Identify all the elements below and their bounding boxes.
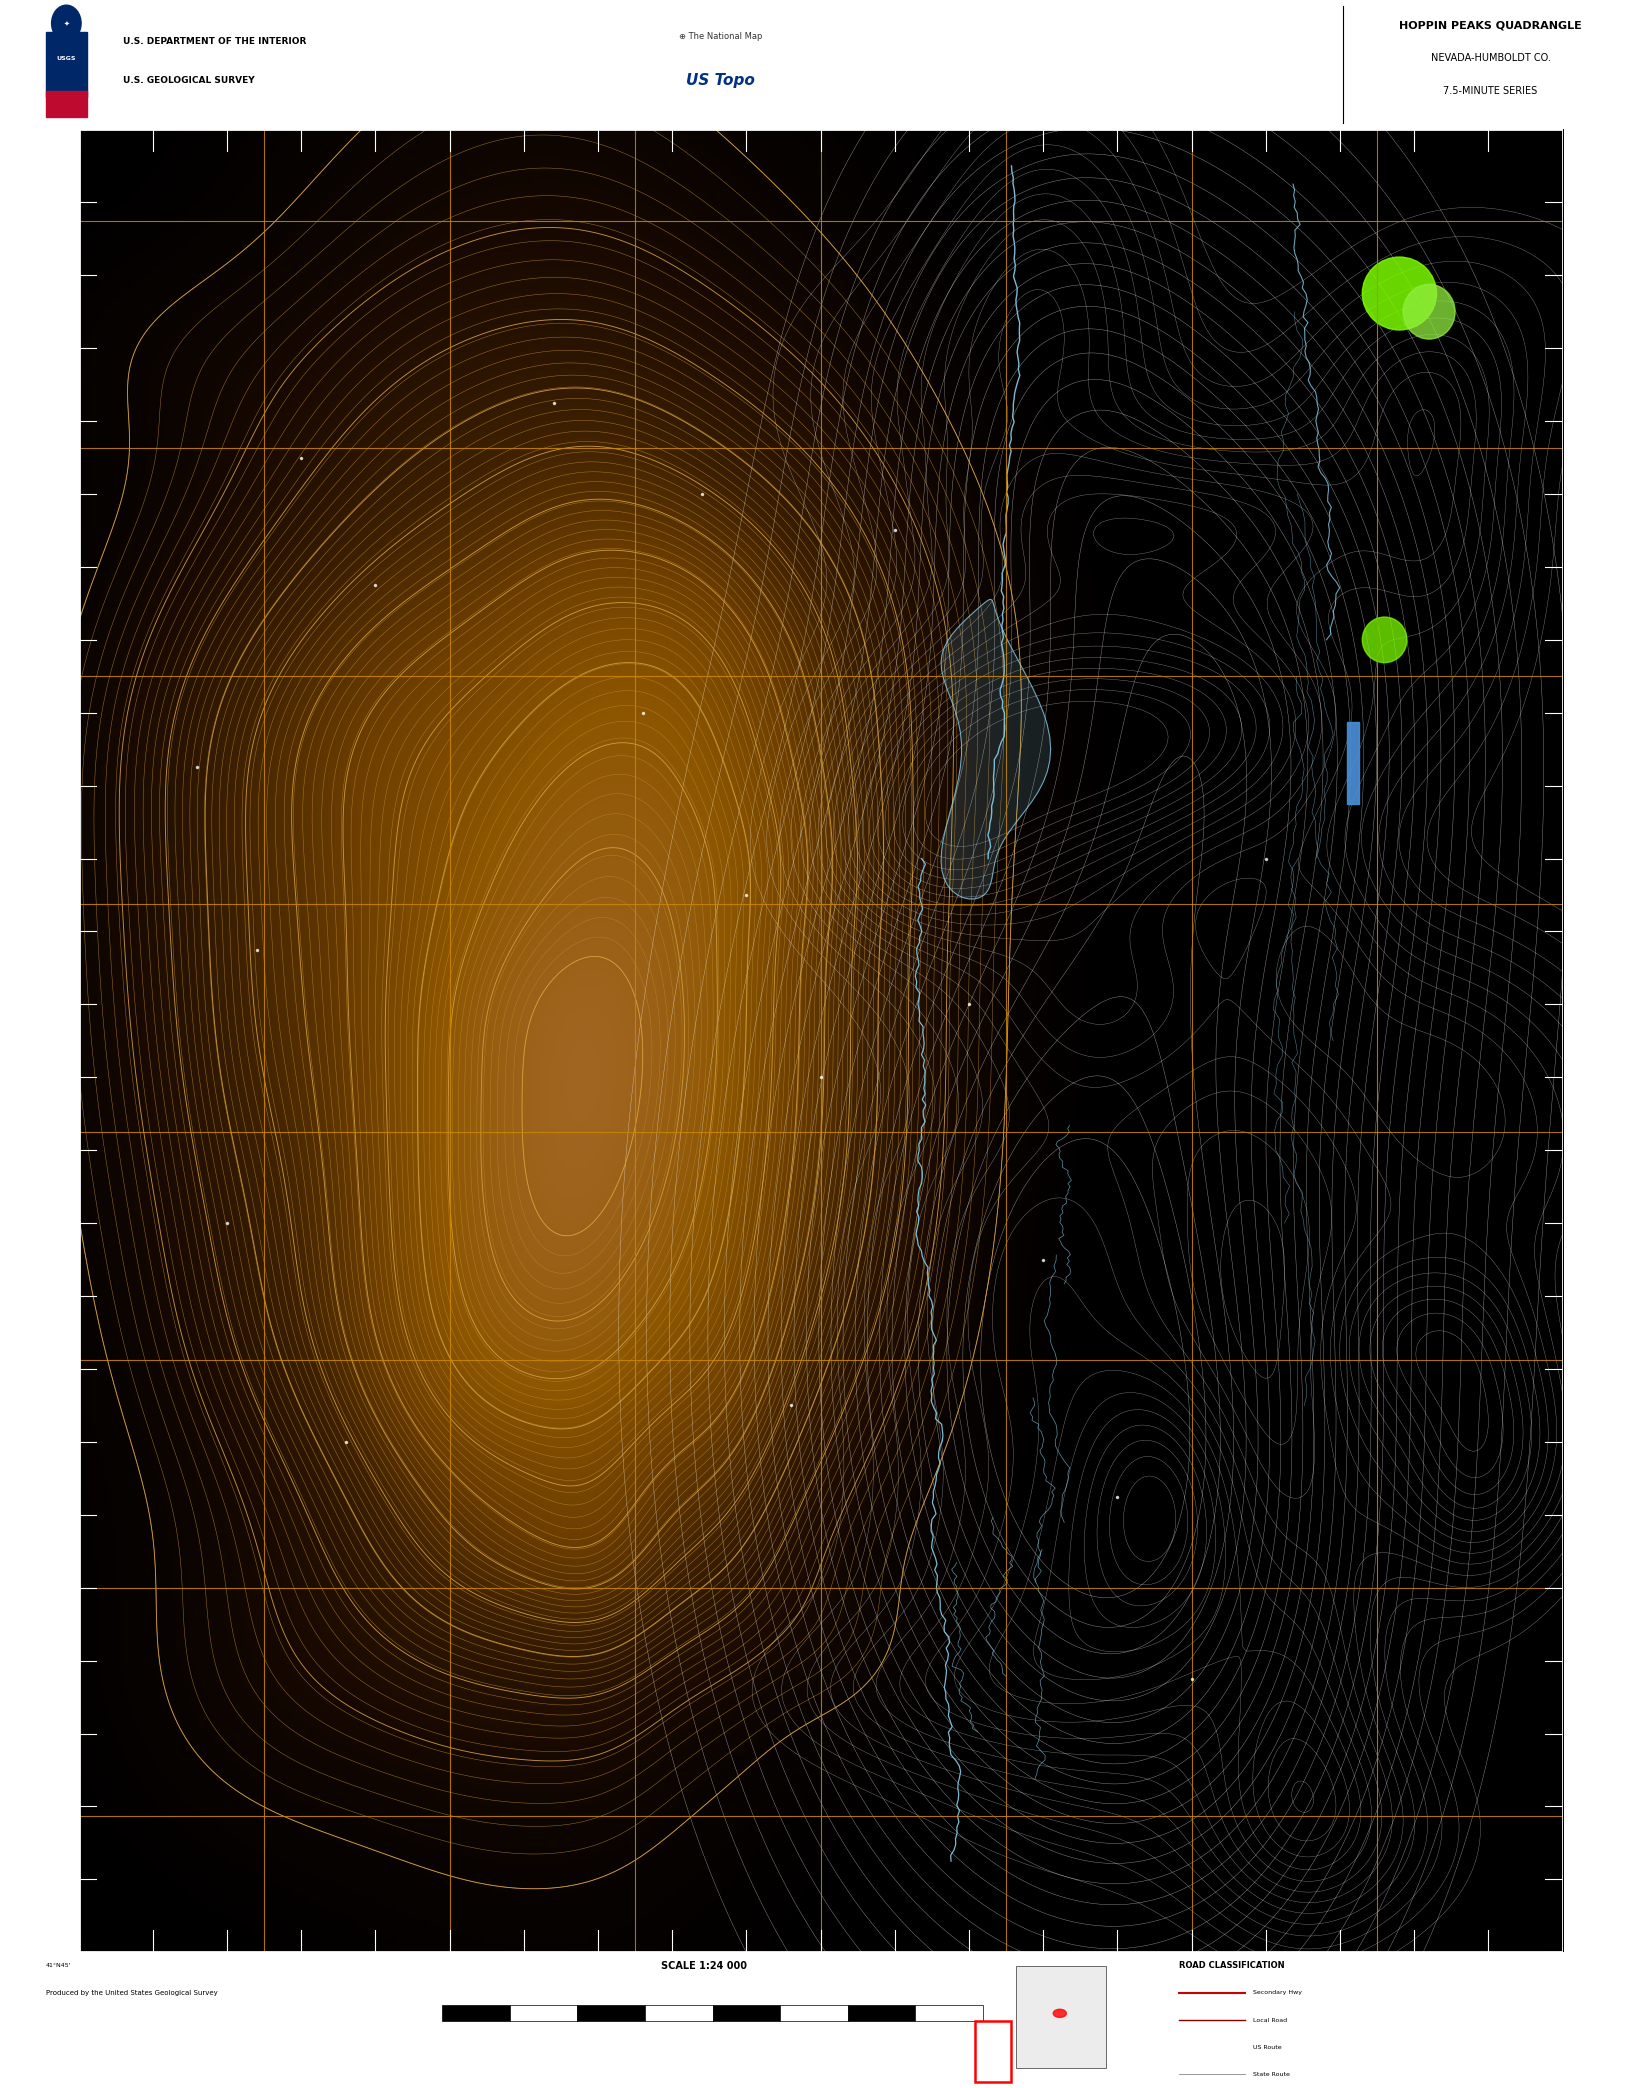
Bar [645,2004,713,2021]
Text: NEVADA-HUMBOLDT CO.: NEVADA-HUMBOLDT CO. [1430,54,1551,63]
Bar [713,2004,780,2021]
Bar [1016,1967,1106,2067]
Bar [780,2004,848,2021]
Text: SCALE 1:24 000: SCALE 1:24 000 [662,1961,747,1971]
Bar [578,2004,645,2021]
Bar [1348,722,1360,804]
Bar [975,2021,1011,2082]
Bar [509,2004,578,2021]
Text: Produced by the United States Geological Survey: Produced by the United States Geological… [46,1990,218,1996]
Text: USGS: USGS [57,56,75,61]
Bar [848,2004,916,2021]
Bar [442,2004,509,2021]
Ellipse shape [52,4,82,42]
Text: US Route: US Route [1253,2044,1281,2050]
Bar [46,90,87,117]
Text: State Route: State Route [1253,2071,1291,2078]
Text: 7.5-MINUTE SERIES: 7.5-MINUTE SERIES [1443,86,1538,96]
Text: ROAD CLASSIFICATION: ROAD CLASSIFICATION [1179,1961,1284,1971]
Bar [46,33,87,98]
Ellipse shape [1404,284,1455,338]
Text: HOPPIN PEAKS QUADRANGLE: HOPPIN PEAKS QUADRANGLE [1399,21,1582,31]
Ellipse shape [1053,2009,1066,2017]
Text: ⊕ The National Map: ⊕ The National Map [680,31,762,42]
Ellipse shape [1363,618,1407,662]
Text: Local Road: Local Road [1253,2017,1287,2023]
Ellipse shape [1363,257,1437,330]
Text: US Topo: US Topo [686,73,755,88]
Text: U.S. DEPARTMENT OF THE INTERIOR: U.S. DEPARTMENT OF THE INTERIOR [123,38,306,46]
Polygon shape [942,599,1050,900]
Text: U.S. GEOLOGICAL SURVEY: U.S. GEOLOGICAL SURVEY [123,75,254,86]
Text: 41°N45': 41°N45' [46,1963,72,1969]
Text: ✦: ✦ [64,21,69,27]
Text: Secondary Hwy: Secondary Hwy [1253,1990,1302,1996]
Bar [916,2004,983,2021]
